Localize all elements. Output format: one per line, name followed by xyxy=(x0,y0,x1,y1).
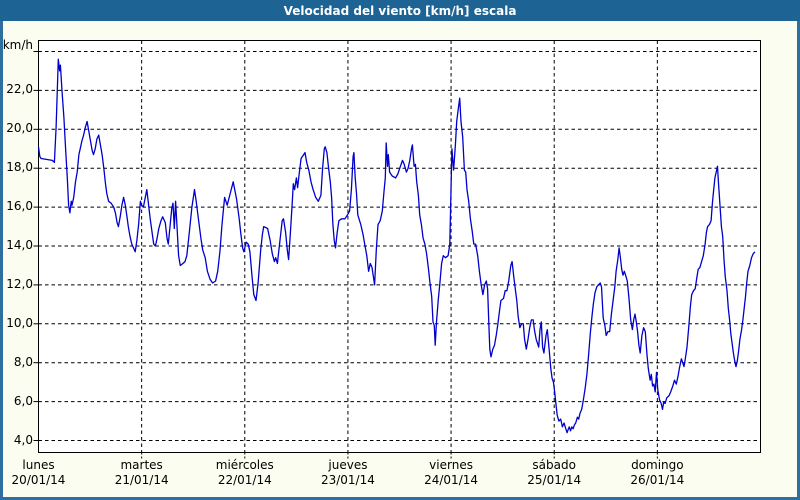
x-axis-day-label: sábado 25/01/14 xyxy=(502,458,606,488)
y-axis-tick-label: 16,0 xyxy=(6,199,33,214)
day-name: sábado xyxy=(532,458,576,472)
day-date: 26/01/14 xyxy=(630,473,685,487)
x-axis-day-label: domingo 26/01/14 xyxy=(605,458,709,488)
x-axis-day-label: miércoles 22/01/14 xyxy=(193,458,297,488)
day-name: martes xyxy=(120,458,163,472)
day-date: 25/01/14 xyxy=(527,473,582,487)
y-axis-tick-label: 4,0 xyxy=(13,432,33,447)
day-name: lunes xyxy=(22,458,55,472)
day-date: 22/01/14 xyxy=(217,473,272,487)
y-axis-tick-label: 20,0 xyxy=(6,121,33,136)
x-axis-day-label: lunes 20/01/14 xyxy=(0,458,91,488)
window-titlebar: Velocidad del viento [km/h] escala xyxy=(0,0,800,21)
y-axis-tick-label: 12,0 xyxy=(6,276,33,291)
window-title: Velocidad del viento [km/h] escala xyxy=(283,3,517,18)
y-axis-unit-label: km/h xyxy=(2,38,33,52)
y-axis-tick-label: 22,0 xyxy=(6,82,33,97)
day-date: 24/01/14 xyxy=(424,473,479,487)
y-axis-tick-label: 10,0 xyxy=(6,315,33,330)
day-date: 23/01/14 xyxy=(320,473,375,487)
day-name: miércoles xyxy=(215,458,274,472)
day-date: 20/01/14 xyxy=(11,473,66,487)
y-axis-tick-label: 6,0 xyxy=(13,393,33,408)
wind-speed-line xyxy=(37,58,756,434)
day-name: jueves xyxy=(328,458,368,472)
day-date: 21/01/14 xyxy=(114,473,169,487)
x-axis-day-label: viernes 24/01/14 xyxy=(399,458,503,488)
y-axis-tick-label: 8,0 xyxy=(13,354,33,369)
x-axis-day-label: martes 21/01/14 xyxy=(90,458,194,488)
day-name: viernes xyxy=(429,458,473,472)
day-name: domingo xyxy=(631,458,684,472)
y-axis-tick-label: 18,0 xyxy=(6,160,33,175)
y-axis-tick-label: 14,0 xyxy=(6,238,33,252)
x-axis-day-label: jueves 23/01/14 xyxy=(296,458,400,488)
